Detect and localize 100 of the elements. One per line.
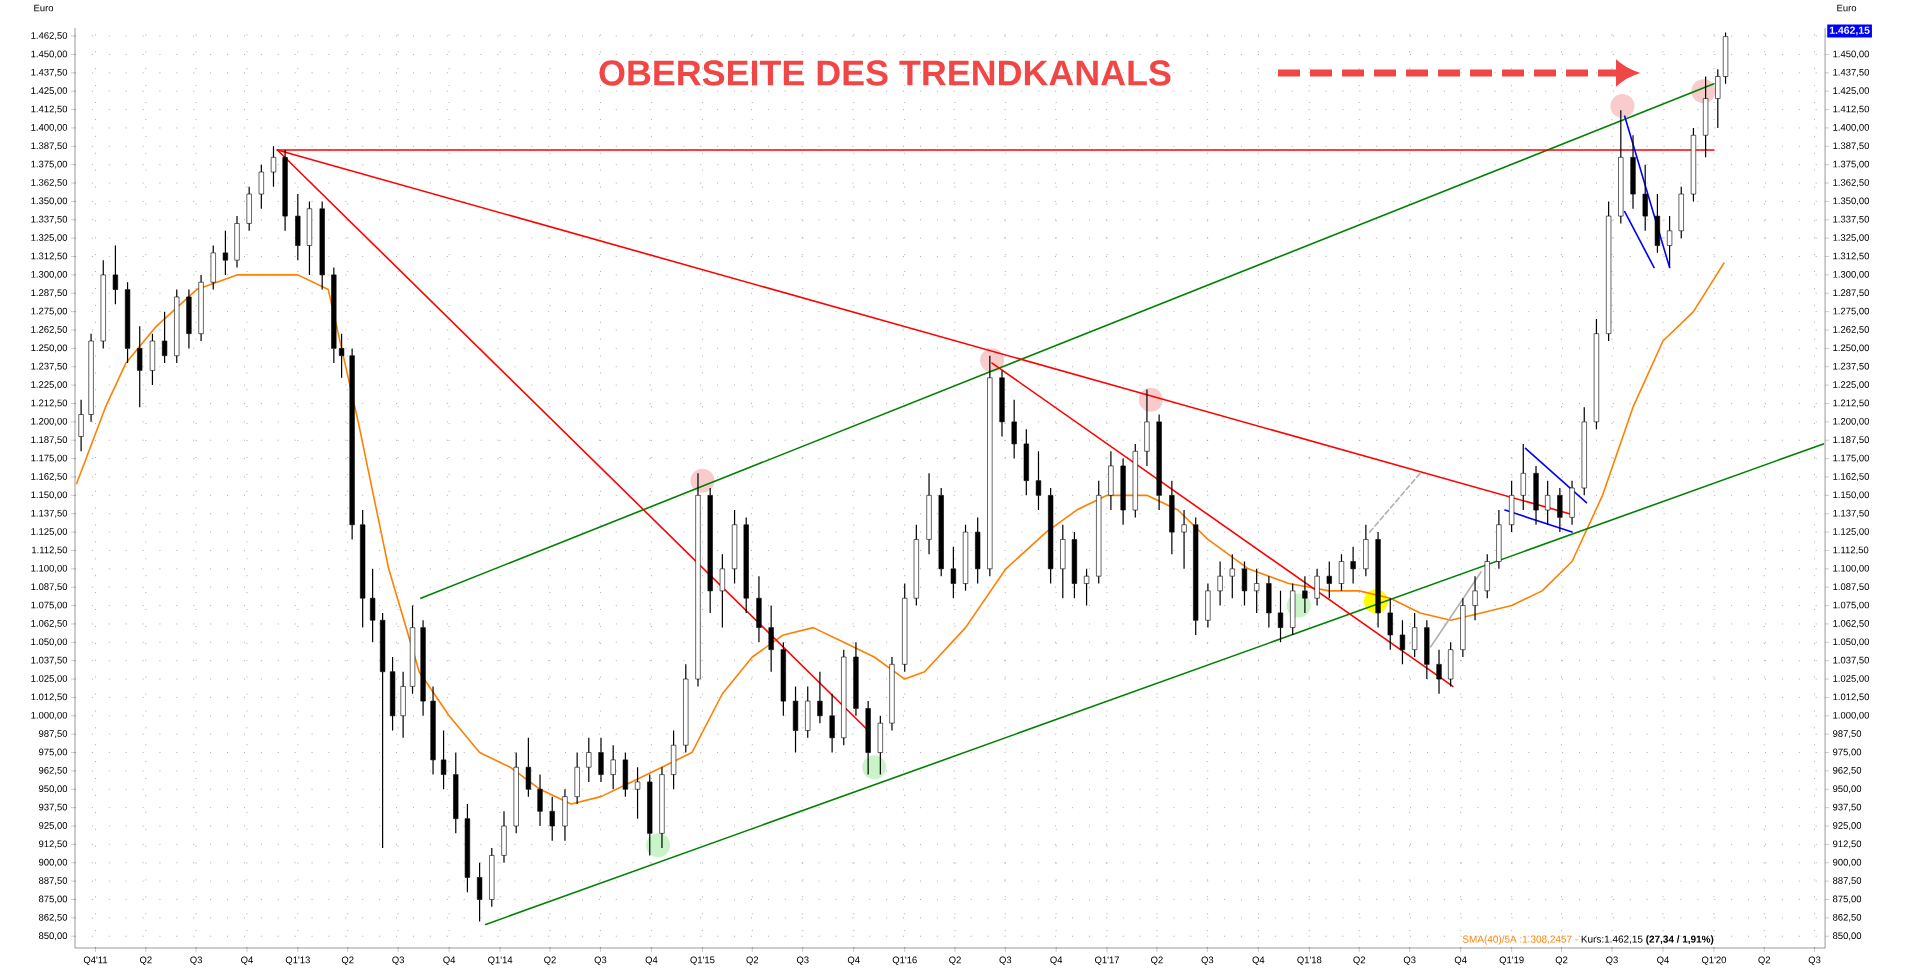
y2-tick-label: 1.062,50	[1833, 620, 1870, 628]
y-tick-label: 1.287,50	[31, 289, 68, 298]
y-tick-label: 1.350,00	[31, 197, 68, 206]
x-tick-label: Q4	[1050, 956, 1063, 965]
y-tick-label: 862,50	[38, 913, 68, 922]
y-tick-label: 1.100,00	[31, 564, 68, 573]
y2-tick-label: 1.012,50	[1833, 693, 1870, 702]
y-tick-label: 1.275,00	[31, 307, 68, 316]
x-tick-label: Q3	[190, 956, 202, 965]
y2-tick-label: 1.262,50	[1833, 326, 1870, 334]
y2-tick-label: 975,00	[1833, 748, 1862, 757]
y2-tick-label: 862,50	[1832, 913, 1862, 922]
y2-tick-label: 1.112,50	[1833, 546, 1869, 555]
annotation: Kurs:1.462,15 (27,34 / 1,91%)	[1581, 935, 1714, 945]
x-tick-label: Q4	[847, 956, 860, 965]
y-tick-label: 1.462,50	[31, 32, 68, 40]
x-tick-label: Q2	[1353, 956, 1366, 965]
x-tick-label: Q1'13	[285, 956, 310, 965]
x-tick-label: Q3	[1606, 956, 1618, 965]
y2-tick-label: 1.362,50	[1833, 179, 1870, 187]
y2-tick-label: 887,50	[1832, 877, 1862, 886]
y2-tick-label: 1.050,00	[1833, 638, 1870, 647]
y-tick-label: 975,00	[38, 748, 68, 757]
y2-tick-label: 1.150,00	[1833, 491, 1870, 500]
x-tick-label: Q2	[746, 956, 759, 965]
y-tick-label: 1.162,50	[31, 473, 68, 481]
x-tick-label: Q3	[1201, 956, 1214, 965]
y2-tick-label: 1.425,00	[1833, 87, 1870, 96]
x-tick-label: Q1'18	[1297, 956, 1322, 965]
y-tick-label: 912,50	[38, 840, 68, 849]
y2-tick-label: 925,00	[1833, 822, 1862, 830]
y-tick-label: 925,00	[38, 822, 68, 830]
y-tick-label: 1.262,50	[31, 326, 68, 334]
y-tick-label: 887,50	[38, 877, 68, 886]
y2-tick-label: 1.287,50	[1833, 289, 1870, 298]
y2-tick-label: 1.037,50	[1833, 656, 1870, 665]
y2-tick-label: 1.275,00	[1833, 307, 1870, 316]
y-tick-label: 1.025,00	[31, 675, 68, 683]
y-tick-label: 875,00	[38, 895, 68, 904]
y-tick-label: 1.300,00	[31, 270, 68, 279]
y2-tick-label: 1.250,00	[1833, 344, 1870, 353]
y2-tick-label: 875,00	[1832, 895, 1862, 904]
y2-tick-label: 1.412,50	[1833, 105, 1870, 114]
x-tick-label: Q4'11	[83, 956, 108, 965]
y2-tick-label: 1.337,50	[1833, 215, 1870, 224]
y2-tick-label: 937,50	[1833, 803, 1862, 812]
x-tick-label: Q4	[1657, 956, 1669, 965]
x-tick-label: Q1'14	[488, 956, 513, 965]
y-tick-label: 1.237,50	[31, 362, 68, 371]
y2-tick-label: 1.300,00	[1833, 270, 1870, 279]
y-tick-label: 1.062,50	[31, 620, 68, 628]
x-tick-label: Q3	[796, 956, 809, 965]
y2-tick-label: 1.225,00	[1833, 381, 1870, 390]
x-tick-label: Q2	[949, 956, 961, 965]
y2-tick-label: 1.100,00	[1833, 564, 1870, 573]
y2-tick-label: 1.387,50	[1833, 142, 1870, 151]
y-tick-label: 850,00	[38, 932, 68, 941]
x-tick-label: Q1'20	[1701, 956, 1727, 965]
x-tick-label: Q2	[544, 956, 556, 965]
y-tick-label: 1.225,00	[31, 381, 68, 390]
y-tick-label: 1.012,50	[31, 693, 68, 702]
x-tick-label: Q4	[1454, 956, 1467, 965]
y2-tick-label: 1.187,50	[1833, 436, 1870, 445]
y2-tick-label: 1.375,00	[1833, 160, 1870, 169]
y-tick-label: 900,00	[38, 858, 68, 867]
y2-tick-label: 1.175,00	[1833, 454, 1870, 463]
x-tick-label: Q3	[1403, 956, 1416, 965]
y-tick-label: 962,50	[38, 766, 68, 775]
y-tick-label: 1.425,00	[31, 87, 68, 96]
x-tick-label: Q3	[392, 956, 405, 965]
y-tick-label: 1.187,50	[31, 436, 68, 445]
y2-tick-label: 850,00	[1832, 932, 1862, 941]
y-axis-title: Euro	[34, 4, 54, 12]
y-tick-label: 1.150,00	[31, 491, 68, 500]
y-tick-label: 1.050,00	[31, 638, 68, 647]
text: 1.462,15	[1829, 26, 1870, 36]
y-tick-label: 1.362,50	[31, 179, 68, 187]
x-tick-label: Q2	[1151, 956, 1163, 965]
x-tick-label: Q1'16	[892, 956, 917, 965]
y-tick-label: 1.412,50	[31, 105, 68, 114]
x-tick-label: Q4	[443, 956, 456, 965]
x-tick-label: Q4	[645, 956, 658, 965]
y-tick-label: 1.137,50	[31, 509, 68, 518]
y-tick-label: 1.437,50	[31, 68, 68, 77]
y-tick-label: 1.312,50	[31, 252, 68, 261]
x-tick-label: Q3	[1808, 956, 1821, 965]
y2-tick-label: 912,50	[1833, 840, 1862, 849]
y2-tick-label: 1.312,50	[1833, 252, 1870, 261]
y-tick-label: 1.325,00	[31, 234, 68, 243]
y-tick-label: 1.250,00	[31, 344, 68, 353]
y2-tick-label: 1.350,00	[1833, 197, 1870, 206]
y2-tick-label: 1.075,00	[1833, 601, 1870, 610]
y2-tick-label: 1.125,00	[1833, 528, 1870, 536]
y2-tick-label: 1.162,50	[1833, 473, 1870, 481]
y-tick-label: 1.087,50	[31, 583, 68, 592]
text: OBERSEITE DES TRENDKANALS	[599, 60, 1171, 86]
y-tick-label: 1.000,00	[31, 711, 68, 720]
y2-tick-label: 1.325,00	[1833, 234, 1870, 243]
y2-tick-label: 1.437,50	[1833, 68, 1870, 77]
x-tick-label: Q3	[594, 956, 607, 965]
